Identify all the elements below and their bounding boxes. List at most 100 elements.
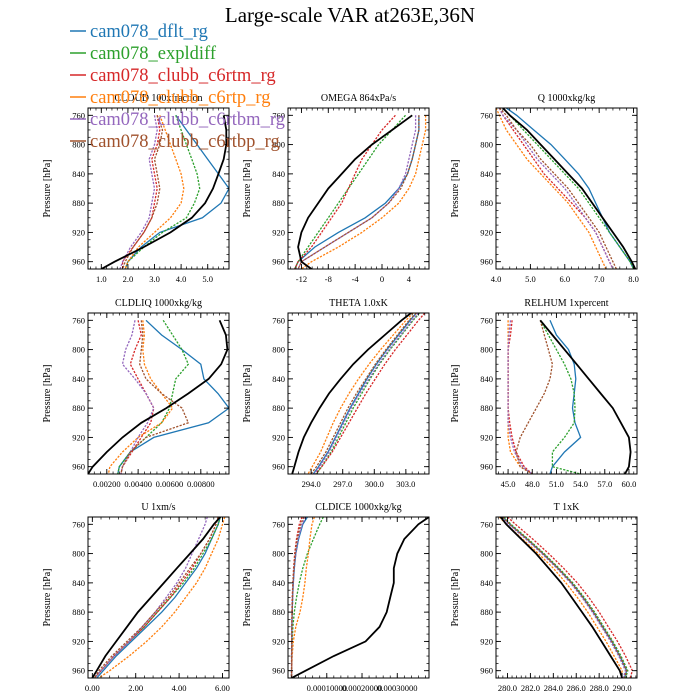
series-line-cam078_dflt_rg (117, 319, 229, 474)
series-line-cam078_clubb_c6rtm_rg (507, 320, 533, 474)
x-tick-label: 4.00 (172, 683, 187, 693)
y-tick-label: 840 (480, 578, 493, 588)
figure-title: Large-scale VAR at263E,36N (225, 3, 475, 27)
y-tick-label: 800 (480, 140, 493, 150)
y-tick-label: 880 (480, 198, 493, 208)
y-tick-label: 840 (72, 578, 85, 588)
x-tick-label: 8.0 (628, 274, 639, 284)
panel-3-lines (88, 319, 229, 474)
series-line-cam078_clubb_c6rtp_rg (498, 517, 623, 678)
x-tick-label: 0.00200 (93, 479, 121, 489)
series-line-cam078_clubb_c6rtbp_rg (290, 517, 305, 678)
series-line-cam078_clubb_c6rtm_rg (314, 313, 426, 474)
series-line-cam078_clubb_c6rtm_rg (121, 115, 161, 269)
series-line-cam078_clubb_c6rtbp_rg (502, 517, 628, 678)
series-line-cam078_clubb_c6rtbm_rg (501, 517, 627, 678)
panel-2: 4.0 5.0 6.0 7.0 8.0 760 800 840 880 920 960 Pressur… (450, 93, 639, 284)
x-tick-label: 4.0 (176, 274, 187, 284)
y-tick-label: 920 (480, 432, 493, 442)
y-axis-label: Pressure [hPa] (450, 159, 461, 217)
series-line-obs (539, 319, 632, 474)
panel-title: U 1xm/s (141, 502, 175, 513)
panel-5-lines (507, 319, 632, 474)
panel-6-lines (91, 517, 226, 678)
y-tick-label: 960 (272, 257, 285, 267)
y-tick-label: 840 (480, 374, 493, 384)
series-line-cam078_clubb_c6rtbm_rg (313, 313, 419, 474)
y-tick-label: 920 (480, 636, 493, 646)
series-line-cam078_clubb_c6rtm_rg (507, 517, 634, 678)
y-tick-label: 800 (480, 549, 493, 559)
y-tick-label: 880 (272, 198, 285, 208)
panel-title: T 1xK (554, 502, 580, 513)
legend-entry: cam078_clubb_c6rtm_rg (90, 66, 276, 86)
legend: cam078_dflt_rgcam078_expldiffcam078_club… (70, 22, 285, 152)
x-tick-label: 0.00020000 (342, 683, 382, 693)
y-tick-label: 760 (72, 519, 85, 529)
x-tick-label: 51.0 (549, 479, 564, 489)
y-tick-label: 840 (272, 578, 285, 588)
panel-4-lines (291, 313, 426, 474)
x-tick-label: 3.0 (149, 274, 160, 284)
panel-8-lines (498, 517, 634, 678)
series-line-cam078_clubb_c6rtbm_rg (297, 115, 417, 269)
x-tick-label: 5.0 (525, 274, 536, 284)
y-tick-label: 920 (72, 636, 85, 646)
y-tick-label: 840 (272, 169, 285, 179)
series-line-cam078_clubb_c6rtp_rg (124, 115, 185, 269)
x-tick-label: 294.0 (302, 479, 321, 489)
y-tick-label: 760 (272, 110, 285, 120)
panel-4: 294.0 297.0 300.0 303.0 760 800 840 880 920 960 Pr… (242, 298, 430, 489)
series-line-cam078_clubb_c6rtbp_rg (297, 115, 420, 269)
y-tick-label: 760 (272, 519, 285, 529)
x-tick-label: 6.0 (559, 274, 570, 284)
x-tick-label: 4 (407, 274, 412, 284)
y-tick-label: 840 (72, 374, 85, 384)
panel-0-lines (100, 114, 229, 269)
y-tick-label: 960 (72, 462, 85, 472)
x-tick-label: 0.00 (85, 683, 100, 693)
legend-entry: cam078_dflt_rg (90, 22, 208, 42)
plot-frame (495, 107, 638, 270)
x-tick-label: 54.0 (573, 479, 588, 489)
panel-3: 0.00200 0.00400 0.00600 0.00800 760 800 840 880… (42, 298, 230, 489)
series-line-cam078_dflt_rg (290, 517, 308, 678)
y-tick-label: 840 (72, 169, 85, 179)
panel-5: 45.0 48.0 51.0 54.0 57.0 60.0 760 800 840 880 920 9… (450, 298, 638, 489)
series-line-cam078_clubb_c6rtbm_rg (290, 517, 307, 678)
y-tick-label: 960 (72, 257, 85, 267)
panel-1: -12 -8 -4 0 4 760 800 840 880 920 960 Pressure [hPa… (242, 93, 430, 284)
panel-title: CLOUD 100xfraction (114, 93, 202, 104)
y-tick-label: 800 (72, 345, 85, 355)
series-line-obs (291, 517, 429, 678)
y-tick-label: 800 (480, 345, 493, 355)
series-line-cam078_expldiff (294, 114, 406, 269)
panel-7-lines (290, 517, 429, 678)
y-tick-label: 880 (72, 198, 85, 208)
y-tick-label: 880 (480, 607, 493, 617)
y-tick-label: 760 (480, 110, 493, 120)
y-tick-label: 800 (72, 140, 85, 150)
y-axis-label: Pressure [hPa] (42, 159, 53, 217)
y-tick-label: 800 (72, 549, 85, 559)
y-tick-label: 960 (272, 666, 285, 676)
series-line-cam078_clubb_c6rtbp_rg (121, 115, 164, 269)
panel-6: 0.00 2.00 4.00 6.00 760 800 840 880 920 960 Pressu… (42, 502, 230, 693)
plot-frame (287, 516, 430, 679)
x-tick-label: 57.0 (597, 479, 612, 489)
x-tick-label: 4.0 (491, 274, 502, 284)
series-line-cam078_expldiff (502, 108, 635, 269)
y-tick-label: 880 (72, 403, 85, 413)
series-line-cam078_clubb_c6rtp_rg (507, 320, 533, 474)
panel-8: 280.0 282.0 284.0 286.0 288.0 290.0 760 800 840 8… (450, 502, 638, 693)
series-line-obs (291, 313, 412, 474)
series-line-cam078_clubb_c6rtm_rg (94, 517, 219, 678)
y-tick-label: 920 (272, 636, 285, 646)
x-tick-label: 0.00400 (124, 479, 152, 489)
x-tick-label: 280.0 (498, 683, 517, 693)
plot-frame (287, 107, 430, 270)
x-tick-label: 300.0 (365, 479, 384, 489)
series-line-cam078_clubb_c6rtbm_rg (498, 108, 614, 269)
y-tick-label: 960 (480, 462, 493, 472)
